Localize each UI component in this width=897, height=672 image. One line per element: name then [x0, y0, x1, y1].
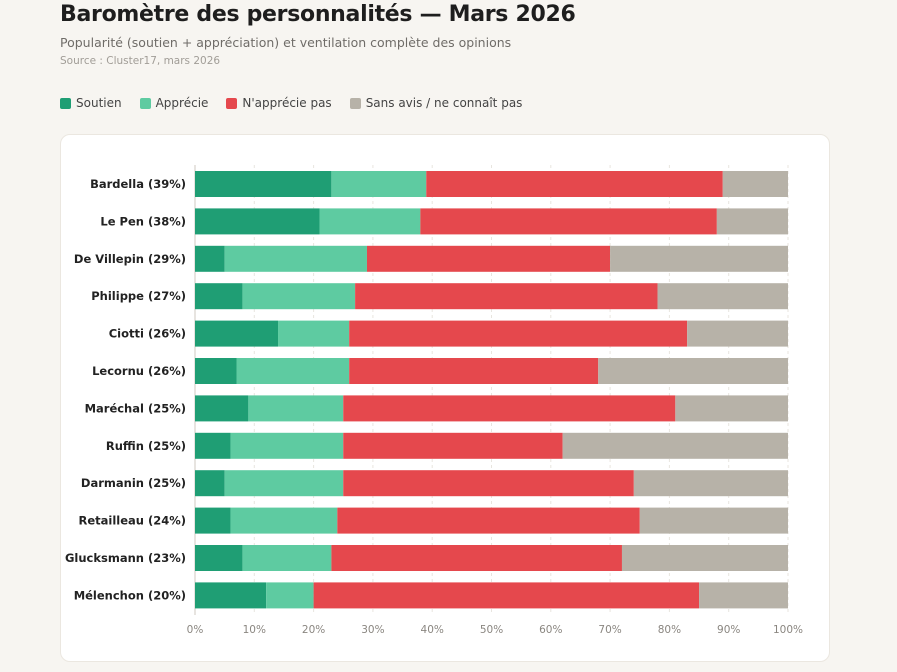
bar-retailleau-24-apprecie[interactable]	[230, 507, 338, 534]
legend-swatch-napprecie-pas	[226, 97, 238, 109]
bar-marechal-25-apprecie[interactable]	[248, 395, 344, 422]
bar-de-villepin-29-apprecie[interactable]	[224, 245, 367, 272]
legend-label-apprecie: Apprécie	[155, 96, 209, 110]
legend-item-sans-avis[interactable]: Sans avis / ne connaît pas	[349, 96, 523, 110]
x-tick-label-1: 10%	[243, 624, 266, 636]
bar-ciotti-26-sans-avis-ne-connait-pas[interactable]	[687, 320, 788, 347]
x-tick-label-5: 50%	[480, 624, 503, 636]
x-tick-label-2: 20%	[302, 624, 325, 636]
x-tick-label-8: 80%	[658, 624, 681, 636]
legend-swatch-soutien	[60, 97, 71, 109]
x-tick-label-7: 70%	[598, 624, 621, 636]
category-label-de-villepin-29: De Villepin (29%)	[74, 252, 186, 266]
bar-philippe-27-n-apprecie-pas[interactable]	[355, 283, 658, 310]
category-label-lecornu-26: Lecornu (26%)	[92, 364, 186, 378]
chart-card: 0% 10% 20% 30% 40% 50% 60% 70% 80% 90% 100% Bardell…	[60, 134, 830, 662]
category-label-glucksmann-23: Glucksmann (23%)	[65, 551, 186, 565]
bar-glucksmann-23-n-apprecie-pas[interactable]	[331, 545, 622, 571]
bar-le-pen-38-soutien[interactable]	[195, 208, 320, 235]
legend-item-apprecie[interactable]: Apprécie	[139, 96, 209, 110]
bar-ruffin-25-n-apprecie-pas[interactable]	[343, 432, 563, 459]
bar-lecornu-26-apprecie[interactable]	[236, 358, 350, 384]
bar-le-pen-38-n-apprecie-pas[interactable]	[420, 208, 717, 235]
category-label-retailleau-24: Retailleau (24%)	[78, 514, 186, 528]
legend-label-sans-avis: Sans avis / ne connaît pas	[365, 96, 523, 110]
bar-lecornu-26-n-apprecie-pas[interactable]	[349, 358, 599, 384]
bar-ruffin-25-soutien[interactable]	[195, 432, 231, 459]
bar-melenchon-20-soutien[interactable]	[195, 582, 267, 609]
bar-retailleau-24-n-apprecie-pas[interactable]	[337, 507, 640, 534]
x-tick-label-10: 100%	[773, 624, 803, 636]
page-subtitle: Popularité (soutien + appréciation) et v…	[60, 35, 512, 50]
bar-retailleau-24-soutien[interactable]	[195, 507, 231, 534]
bar-glucksmann-23-sans-avis-ne-connait-pas[interactable]	[621, 545, 788, 571]
category-label-darmanin-25: Darmanin (25%)	[81, 476, 186, 490]
bar-bardella-39-n-apprecie-pas[interactable]	[426, 171, 723, 197]
bar-melenchon-20-apprecie[interactable]	[266, 582, 314, 609]
bar-darmanin-25-sans-avis-ne-connait-pas[interactable]	[633, 470, 788, 497]
bar-marechal-25-soutien[interactable]	[195, 395, 249, 422]
category-label-le-pen-38: Le Pen (38%)	[100, 214, 186, 228]
legend-item-soutien[interactable]: Soutien	[60, 96, 122, 110]
category-label-melenchon-20: Mélenchon (20%)	[74, 588, 186, 602]
bar-ruffin-25-sans-avis-ne-connait-pas[interactable]	[562, 432, 788, 459]
bar-de-villepin-29-sans-avis-ne-connait-pas[interactable]	[610, 245, 788, 272]
bar-ciotti-26-n-apprecie-pas[interactable]	[349, 320, 688, 347]
bar-philippe-27-apprecie[interactable]	[242, 283, 356, 310]
stacked-bar-chart: 0% 10% 20% 30% 40% 50% 60% 70% 80% 90% 100% Bardell…	[65, 165, 803, 636]
bar-bardella-39-apprecie[interactable]	[331, 171, 427, 197]
bar-le-pen-38-apprecie[interactable]	[319, 208, 421, 235]
bar-ciotti-26-soutien[interactable]	[195, 320, 279, 347]
legend-label-soutien: Soutien	[76, 96, 122, 110]
bar-darmanin-25-apprecie[interactable]	[224, 470, 344, 497]
legend-swatch-apprecie	[139, 97, 151, 109]
bar-lecornu-26-sans-avis-ne-connait-pas[interactable]	[598, 358, 788, 384]
x-tick-label-0: 0%	[187, 624, 204, 636]
legend-swatch-sans-avis	[349, 97, 361, 109]
bar-melenchon-20-n-apprecie-pas[interactable]	[313, 582, 700, 609]
legend-label-napprecie-pas: N'apprécie pas	[242, 96, 332, 110]
legend-item-napprecie-pas[interactable]: N'apprécie pas	[226, 96, 332, 110]
category-label-bardella-39: Bardella (39%)	[90, 177, 186, 191]
chart-legend: Soutien Apprécie N'apprécie pas Sans avi…	[60, 96, 522, 110]
category-label-marechal-25: Maréchal (25%)	[85, 401, 186, 415]
bar-le-pen-38-sans-avis-ne-connait-pas[interactable]	[716, 208, 788, 235]
bar-darmanin-25-soutien[interactable]	[195, 470, 225, 497]
bar-de-villepin-29-soutien[interactable]	[195, 245, 225, 272]
bar-ruffin-25-apprecie[interactable]	[230, 432, 344, 459]
bar-philippe-27-sans-avis-ne-connait-pas[interactable]	[657, 283, 788, 310]
x-tick-label-9: 90%	[717, 624, 740, 636]
bar-ciotti-26-apprecie[interactable]	[278, 320, 350, 347]
bar-melenchon-20-sans-avis-ne-connait-pas[interactable]	[699, 582, 788, 609]
bar-bardella-39-sans-avis-ne-connait-pas[interactable]	[722, 171, 788, 197]
bar-bardella-39-soutien[interactable]	[195, 171, 332, 197]
x-tick-label-3: 30%	[361, 624, 384, 636]
bar-retailleau-24-sans-avis-ne-connait-pas[interactable]	[639, 507, 788, 534]
bar-philippe-27-soutien[interactable]	[195, 283, 243, 310]
category-label-philippe-27: Philippe (27%)	[91, 289, 186, 303]
x-tick-label-4: 40%	[421, 624, 444, 636]
bar-lecornu-26-soutien[interactable]	[195, 358, 237, 384]
bar-darmanin-25-n-apprecie-pas[interactable]	[343, 470, 634, 497]
bar-de-villepin-29-n-apprecie-pas[interactable]	[366, 245, 611, 272]
category-label-ruffin-25: Ruffin (25%)	[106, 439, 186, 453]
bar-glucksmann-23-apprecie[interactable]	[242, 545, 332, 571]
x-tick-label-6: 60%	[539, 624, 562, 636]
page-title: Baromètre des personnalités — Mars 2026	[60, 2, 576, 27]
bar-marechal-25-n-apprecie-pas[interactable]	[343, 395, 676, 422]
bar-marechal-25-sans-avis-ne-connait-pas[interactable]	[675, 395, 788, 422]
source-note: Source : Cluster17, mars 2026	[60, 55, 221, 67]
category-label-ciotti-26: Ciotti (26%)	[109, 327, 186, 341]
bar-glucksmann-23-soutien[interactable]	[195, 545, 243, 571]
